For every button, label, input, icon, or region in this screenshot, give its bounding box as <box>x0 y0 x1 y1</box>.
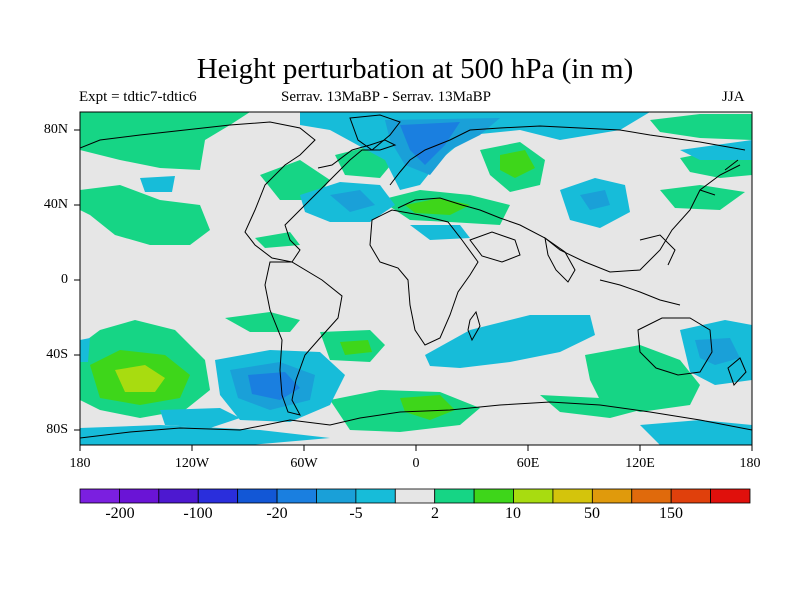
colorbar-cell <box>552 488 593 504</box>
negative-anomaly-region <box>140 176 175 192</box>
positive-anomaly-region <box>80 185 210 245</box>
map-ticks <box>74 129 753 451</box>
lat-label: 80N <box>43 122 68 137</box>
positive-anomaly-region <box>340 340 372 355</box>
map-panel <box>79 111 753 446</box>
positive-anomaly-region <box>225 312 300 332</box>
lon-label: 180 <box>69 456 91 471</box>
season-label: JJA <box>722 89 745 105</box>
negative-anomaly-region <box>695 338 740 365</box>
colorbar-cell <box>670 488 711 504</box>
negative-anomaly-region <box>330 190 375 212</box>
europe-south-coast <box>397 164 741 273</box>
colorbar-label: -5 <box>349 505 363 522</box>
negative-anomaly-region <box>680 140 752 160</box>
india-coast <box>544 236 576 283</box>
colorbar-label: -100 <box>183 505 213 522</box>
colorbar-cell <box>394 488 436 504</box>
arabia-coast <box>469 231 521 263</box>
positive-anomaly-region <box>80 112 250 170</box>
positive-anomaly-region <box>540 395 640 418</box>
colorbar-cell <box>316 488 357 504</box>
south-america-coast <box>264 261 343 416</box>
colorbar-cell <box>473 488 514 504</box>
negative-anomaly-region <box>640 420 752 445</box>
negative-anomaly-region <box>80 338 90 362</box>
colorbar-cell <box>355 488 396 504</box>
coastlines <box>80 114 752 439</box>
lon-label: 120E <box>625 456 655 471</box>
lon-label: 60W <box>290 456 318 471</box>
colorbar-cell <box>237 488 278 504</box>
page-title: Height perturbation at 500 hPa (in m) <box>196 53 634 85</box>
positive-anomaly-region <box>660 185 745 210</box>
colorbar-cell <box>79 488 120 504</box>
new-zealand-coast <box>727 357 747 386</box>
colorbar-cell <box>119 488 160 504</box>
lat-label: 40S <box>46 347 68 362</box>
negative-anomaly-region <box>580 190 610 210</box>
lon-label: 0 <box>412 456 420 471</box>
contour-fields <box>80 112 752 445</box>
positive-anomaly-region <box>500 150 535 178</box>
colorbar-label: 50 <box>584 505 600 522</box>
experiment-label: Expt = tdtic7-tdtic6 <box>79 89 197 105</box>
europe-coast <box>389 125 746 186</box>
lon-label: 180 <box>739 456 761 471</box>
lat-label: 0 <box>61 272 68 287</box>
colorbar-cell <box>591 488 633 504</box>
lon-label: 60E <box>516 456 540 471</box>
madagascar-coast <box>467 310 481 342</box>
positive-anomaly-region <box>260 160 330 200</box>
colorbar-cell <box>276 488 317 504</box>
lat-label: 80S <box>46 422 68 437</box>
comparison-label: Serrav. 13MaBP - Serrav. 13MaBP <box>281 89 491 105</box>
colorbar-cell <box>710 488 751 504</box>
negative-anomaly-region <box>410 225 470 240</box>
positive-anomaly-region <box>400 395 455 420</box>
colorbar-label: 10 <box>505 505 521 522</box>
greenland-coast <box>349 114 401 151</box>
negative-anomaly-region <box>80 425 330 445</box>
asia-islands-coast <box>599 159 739 306</box>
colorbar-cell <box>158 488 199 504</box>
colorbar-label: -20 <box>266 505 288 522</box>
positive-anomaly-region <box>115 365 165 392</box>
australia-coast <box>637 317 713 376</box>
antarctica-coast <box>80 401 752 439</box>
colorbar-cell <box>197 488 239 504</box>
colorbar-label: 2 <box>431 505 439 522</box>
negative-anomaly-region <box>300 112 650 190</box>
lon-label: 120W <box>174 456 210 471</box>
colorbar <box>79 488 751 504</box>
negative-anomaly-region <box>248 372 300 400</box>
lat-label: 40N <box>43 197 68 212</box>
negative-anomaly-region <box>425 315 595 368</box>
positive-anomaly-region <box>585 345 700 412</box>
colorbar-label: 150 <box>659 505 683 522</box>
negative-anomaly-region <box>400 122 460 165</box>
colorbar-label: -200 <box>105 505 135 522</box>
africa-coast <box>369 209 479 346</box>
colorbar-cell <box>513 488 554 504</box>
colorbar-cell <box>434 488 475 504</box>
negative-anomaly-region <box>160 408 240 428</box>
positive-anomaly-region <box>650 114 752 140</box>
colorbar-cell <box>631 488 672 504</box>
